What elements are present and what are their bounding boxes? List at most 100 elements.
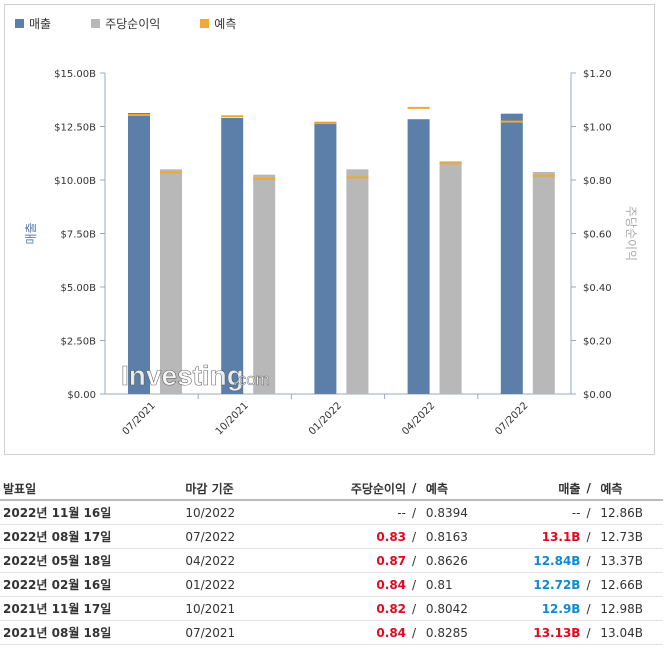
table-header-row: 발표일 마감 기준 주당순이익 / 예측 매출 / 예측 [0, 477, 663, 501]
watermark-logo: Investing [121, 360, 244, 391]
table-row: 2022년 08월 17일 07/2022 0.83/0.8163 13.1B/12.… [0, 524, 663, 549]
row-eps-forecast: 0.8626 [422, 548, 497, 573]
header-revenue-slash: / [583, 477, 598, 501]
row-eps-slash: / [409, 596, 423, 621]
row-revenue: 12.84B [496, 548, 584, 573]
header-period[interactable]: 마감 기준 [182, 477, 297, 501]
row-eps-slash: / [409, 524, 423, 549]
row-eps-forecast: 0.81 [422, 572, 497, 597]
eps-bar [532, 171, 555, 394]
y2-tick-label: $0.60 [583, 230, 612, 241]
row-revenue-forecast: 12.98B [597, 596, 663, 621]
row-revenue-slash: / [583, 524, 598, 549]
header-revenue[interactable]: 매출 [496, 477, 584, 501]
revenue-bar [128, 113, 150, 394]
legend-revenue-label: 매출 [29, 17, 52, 31]
y2-tick-label: $0.00 [583, 390, 612, 401]
row-revenue-slash: / [583, 548, 598, 573]
legend-item-revenue[interactable]: 매출 [15, 15, 51, 32]
row-period: 07/2022 [182, 524, 297, 549]
eps-bar [160, 169, 182, 394]
revenue-bar [221, 117, 244, 394]
table-row: 2022년 02월 16일 01/2022 0.84/0.81 12.72B/12.6… [0, 572, 663, 597]
eps-bar [346, 169, 369, 394]
eps-bar [439, 161, 462, 394]
row-revenue-slash: / [583, 620, 598, 645]
y2-tick-label: $1.20 [583, 69, 612, 80]
header-revenue-forecast[interactable]: 예측 [597, 477, 663, 501]
row-eps-forecast: 0.8394 [422, 500, 497, 525]
y-tick-label: $10.00B [54, 176, 96, 187]
row-eps-forecast: 0.8163 [422, 524, 497, 549]
row-eps-slash: / [409, 572, 423, 597]
row-eps: 0.82 [296, 596, 410, 621]
table-row: 2022년 11월 16일 10/2022 --/0.8394 --/12.86B [0, 500, 663, 525]
legend-item-forecast[interactable]: 예측 [200, 15, 236, 32]
row-period: 01/2022 [182, 572, 297, 597]
table-row: 2021년 11월 17일 10/2021 0.82/0.8042 12.9B/12.… [0, 596, 663, 621]
table-row: 2022년 05월 18일 04/2022 0.87/0.8626 12.84B/13… [0, 548, 663, 573]
row-date: 2021년 11월 17일 [0, 596, 183, 621]
chart-legend: 매출 주당순이익 예측 [15, 15, 276, 32]
header-eps-forecast[interactable]: 예측 [422, 477, 497, 501]
row-date: 2022년 08월 17일 [0, 524, 183, 549]
row-eps-slash: / [409, 548, 423, 573]
header-eps[interactable]: 주당순이익 [296, 477, 410, 501]
y-tick-label: $0.00 [67, 390, 96, 401]
row-revenue: -- [496, 500, 584, 525]
watermark-suffix: .com [233, 370, 270, 389]
row-eps-forecast: 0.8285 [422, 620, 497, 645]
row-eps-forecast: 0.8042 [422, 596, 497, 621]
legend-forecast-label: 예측 [214, 17, 237, 31]
x-tick-label: 01/2022 [307, 400, 344, 437]
chart-plot: $0.00 $2.50B $5.00B $7.50B $10.00B $12.50B $15… [24, 69, 638, 437]
y2-axis-title: 주당순이익 [624, 206, 638, 261]
y2-tick-label: $1.00 [583, 123, 612, 134]
row-period: 10/2022 [182, 500, 297, 525]
row-eps-slash: / [409, 500, 423, 525]
x-tick-label: 07/2021 [121, 400, 158, 437]
x-tick-label: 04/2022 [400, 400, 437, 437]
revenue-bar [314, 121, 337, 395]
row-period: 04/2022 [182, 548, 297, 573]
row-eps: 0.87 [296, 548, 410, 573]
row-period: 10/2021 [182, 596, 297, 621]
row-eps: 0.84 [296, 572, 410, 597]
row-eps: 0.84 [296, 620, 410, 645]
row-date: 2022년 05월 18일 [0, 548, 183, 573]
row-revenue: 12.9B [496, 596, 584, 621]
y-axis-title: 매출 [24, 222, 38, 244]
row-eps-slash: / [409, 620, 423, 645]
row-revenue: 13.13B [496, 620, 584, 645]
legend-eps-swatch [91, 19, 101, 28]
x-tick-label: 10/2021 [214, 400, 251, 437]
x-tick-label: 07/2022 [493, 400, 530, 437]
row-date: 2022년 02월 16일 [0, 572, 183, 597]
y2-tick-label: $0.40 [583, 283, 612, 294]
eps-bar [253, 174, 276, 394]
row-revenue-slash: / [583, 500, 598, 525]
y2-tick-label: $0.20 [583, 337, 612, 348]
row-revenue: 13.1B [496, 524, 584, 549]
row-date: 2022년 11월 16일 [0, 500, 183, 525]
y-tick-label: $15.00B [54, 69, 96, 80]
row-period: 07/2021 [182, 620, 297, 645]
revenue-bar [500, 113, 523, 394]
row-revenue-forecast: 12.86B [597, 500, 663, 525]
table-row: 2021년 08월 18일 07/2021 0.84/0.8285 13.13B/13… [0, 620, 663, 645]
legend-item-eps[interactable]: 주당순이익 [91, 15, 160, 32]
y-tick-label: $5.00B [61, 283, 97, 294]
legend-forecast-swatch [200, 19, 210, 28]
table-body: 2022년 11월 16일 10/2022 --/0.8394 --/12.86B 20… [0, 500, 663, 645]
row-date: 2021년 08월 18일 [0, 620, 183, 645]
legend-eps-label: 주당순이익 [105, 17, 161, 31]
revenue-bar [407, 119, 430, 394]
y-tick-label: $2.50B [61, 337, 97, 348]
y-tick-label: $7.50B [61, 230, 97, 241]
row-revenue-forecast: 13.04B [597, 620, 663, 645]
header-date[interactable]: 발표일 [0, 477, 183, 501]
header-eps-slash: / [409, 477, 423, 501]
row-revenue-slash: / [583, 596, 598, 621]
legend-revenue-swatch [15, 19, 24, 28]
row-revenue-forecast: 12.73B [597, 524, 663, 549]
